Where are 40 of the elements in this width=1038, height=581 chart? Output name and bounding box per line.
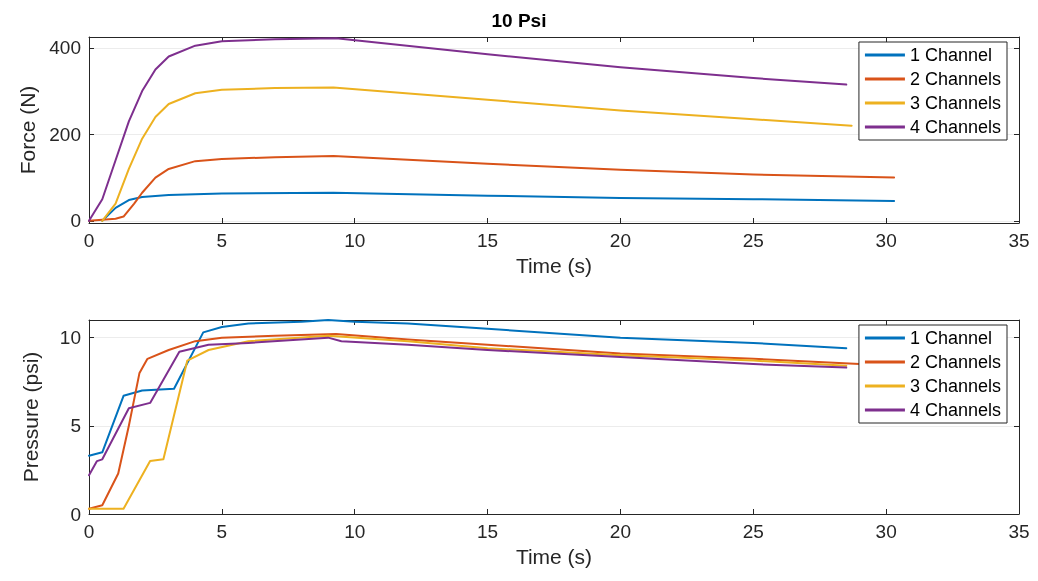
y-tick-label: 5: [70, 415, 81, 437]
legend-label: 4 Channels: [909, 117, 1002, 137]
x-tick-label: 35: [1008, 230, 1030, 251]
x-tick-label: 0: [83, 521, 95, 542]
legend-label: 3 Channels: [909, 376, 1002, 396]
line-series: [88, 319, 848, 457]
line-series: [101, 86, 853, 222]
legend-label: 4 Channels: [909, 400, 1002, 420]
x-tick-label: 10: [344, 521, 366, 542]
line-series: [88, 37, 848, 222]
y-tick-label: 0: [70, 210, 81, 232]
x-tick-label: 5: [216, 521, 228, 542]
y-axis-title: Force (N): [16, 85, 40, 175]
y-tick-label: 0: [70, 503, 81, 525]
line-series: [88, 336, 848, 477]
legend-label: 1 Channel: [909, 328, 993, 348]
x-axis-title: Time (s): [515, 253, 593, 277]
legend-label: 2 Channels: [909, 352, 1002, 372]
legend-label: 1 Channel: [909, 45, 993, 65]
y-tick-label: 10: [59, 327, 81, 349]
x-tick-label: 15: [477, 521, 499, 542]
chart-title: 10 Psi: [491, 10, 547, 31]
x-tick-label: 25: [742, 521, 764, 542]
y-tick-label: 200: [49, 123, 81, 145]
x-tick-label: 20: [609, 230, 631, 251]
y-tick-label: 400: [49, 37, 81, 59]
x-tick-label: 25: [742, 230, 764, 251]
x-tick-label: 10: [344, 230, 366, 251]
y-axis-title: Pressure (psi): [19, 351, 42, 483]
x-axis-title: Time (s): [515, 544, 593, 568]
line-series: [88, 154, 896, 222]
x-tick-label: 35: [1008, 521, 1030, 542]
x-tick-label: 30: [875, 230, 897, 251]
legend-label: 3 Channels: [909, 93, 1002, 113]
x-tick-label: 0: [83, 230, 95, 251]
x-tick-label: 5: [216, 230, 228, 251]
x-tick-label: 30: [875, 521, 897, 542]
x-tick-label: 20: [609, 521, 631, 542]
x-tick-label: 15: [477, 230, 499, 251]
legend-label: 2 Channels: [909, 69, 1002, 89]
